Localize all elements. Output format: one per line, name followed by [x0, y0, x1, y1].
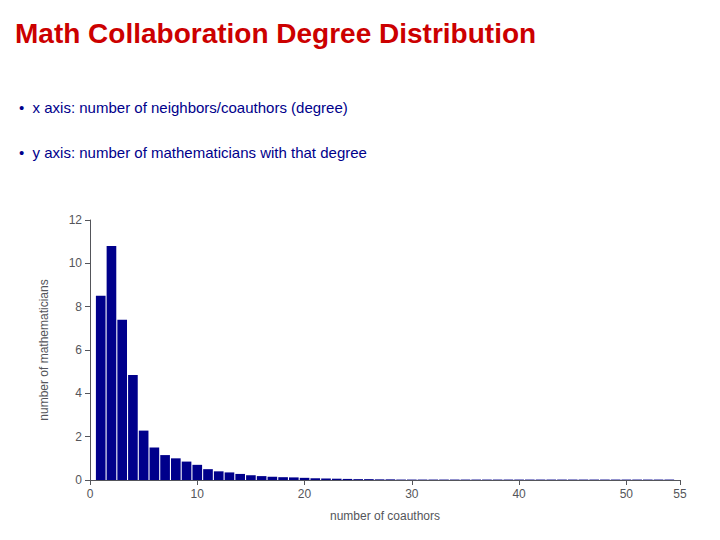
svg-text:number of coauthors: number of coauthors	[330, 509, 440, 523]
svg-text:2: 2	[75, 430, 82, 444]
svg-text:6: 6	[75, 343, 82, 357]
svg-text:50: 50	[620, 487, 634, 501]
svg-text:number of mathematicians: number of mathematicians	[37, 279, 51, 420]
svg-text:10: 10	[69, 256, 83, 270]
svg-text:• x axis: number of neighbors: • x axis: number of neighbors/coauthors …	[19, 99, 348, 116]
svg-text:40: 40	[512, 487, 526, 501]
svg-text:20: 20	[298, 487, 312, 501]
svg-text:8: 8	[75, 300, 82, 314]
svg-text:12: 12	[69, 213, 83, 227]
svg-text:30: 30	[405, 487, 419, 501]
svg-text:55: 55	[673, 487, 687, 501]
svg-text:10: 10	[191, 487, 205, 501]
svg-text:Math Collaboration Degree Dist: Math Collaboration Degree Distribution	[15, 18, 536, 49]
svg-text:0: 0	[87, 487, 94, 501]
svg-text:4: 4	[75, 386, 82, 400]
svg-text:0: 0	[75, 473, 82, 487]
svg-text:• y axis: number of mathemati: • y axis: number of mathematicians with …	[19, 144, 367, 161]
